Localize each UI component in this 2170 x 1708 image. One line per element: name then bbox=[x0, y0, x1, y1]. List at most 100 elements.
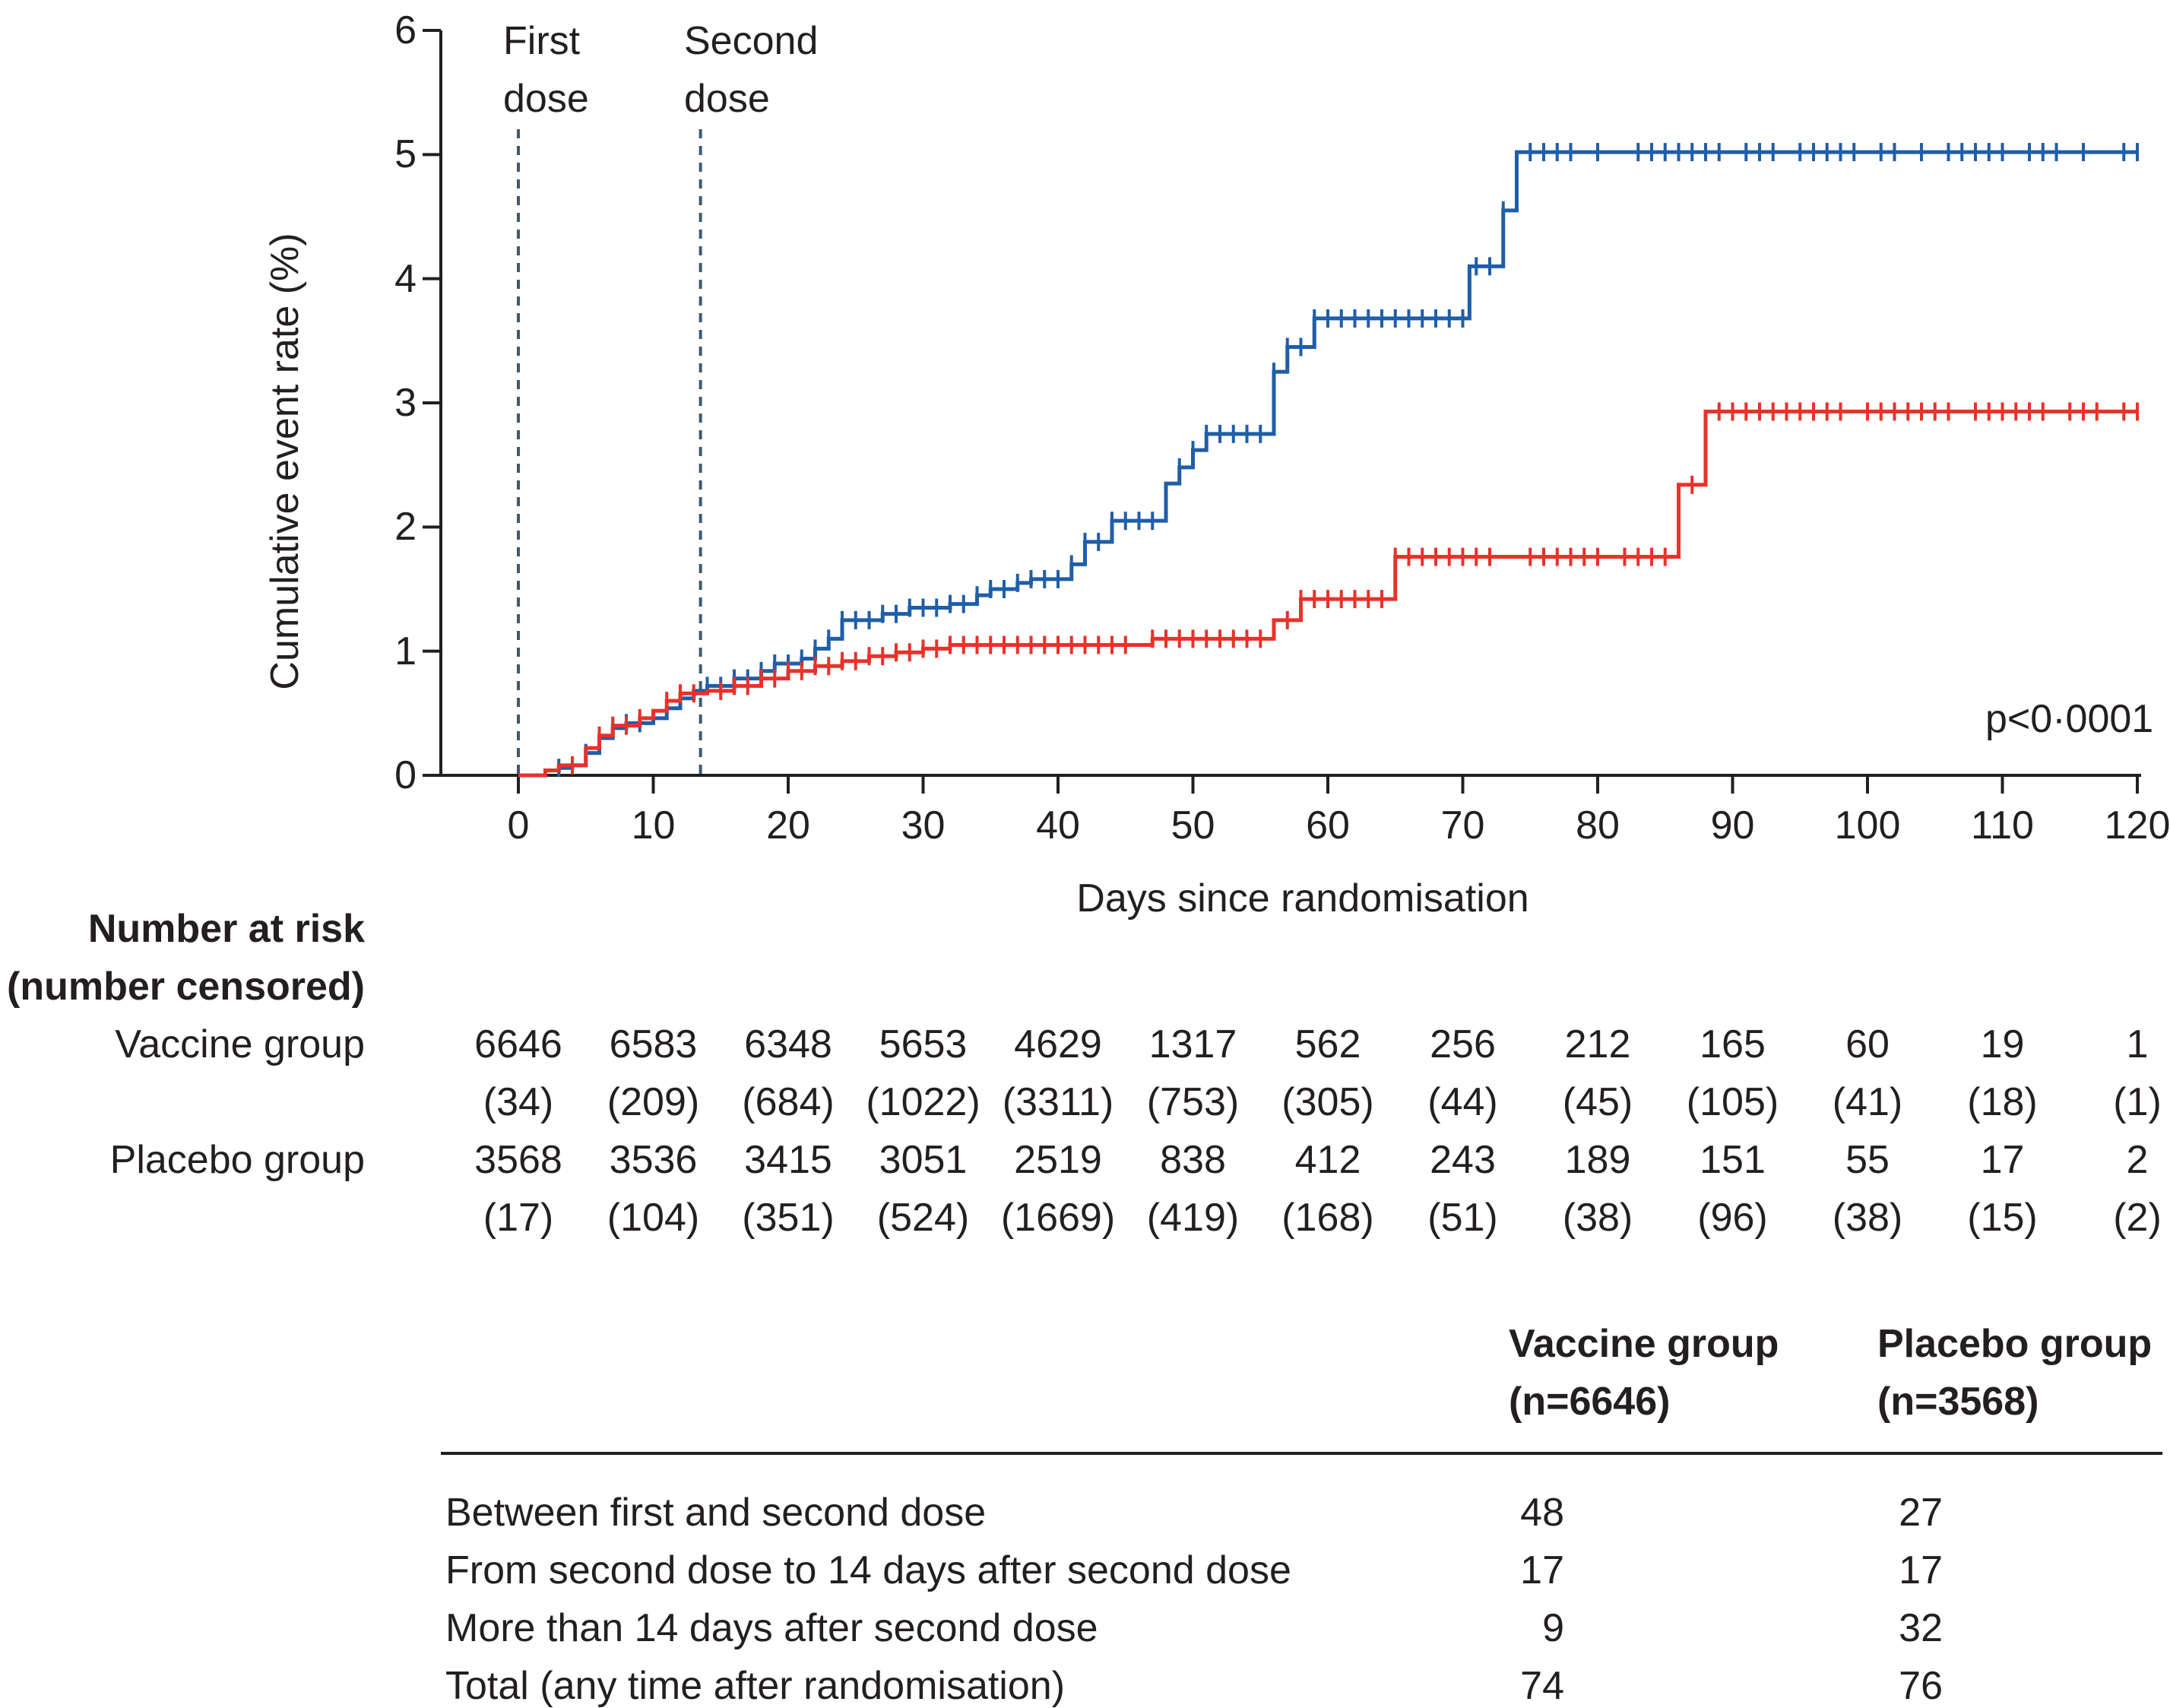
vaccine-censored-value: (3311) bbox=[1002, 1080, 1114, 1124]
x-tick-label: 90 bbox=[1710, 803, 1755, 848]
placebo-censored-value: (17) bbox=[483, 1196, 554, 1240]
p-value: p<0·0001 bbox=[1985, 697, 2154, 741]
placebo-censored-value: (2) bbox=[2113, 1196, 2162, 1240]
x-tick-label: 50 bbox=[1171, 803, 1215, 848]
vaccine-censored-value: (18) bbox=[1967, 1080, 2038, 1124]
first-dose-label-2: dose bbox=[503, 77, 589, 121]
y-axis-title: Cumulative event rate (%) bbox=[263, 233, 307, 690]
placebo-risk-value: 2 bbox=[2126, 1138, 2149, 1182]
placebo-risk-value: 3536 bbox=[609, 1138, 698, 1182]
y-tick-label: 1 bbox=[394, 629, 417, 673]
placebo-censored-value: (351) bbox=[742, 1196, 835, 1240]
dose-lines bbox=[517, 129, 702, 775]
vaccine-censored-value: (1) bbox=[2113, 1080, 2162, 1124]
placebo-censored-value: (51) bbox=[1427, 1196, 1498, 1240]
x-tick-label: 10 bbox=[631, 803, 676, 848]
x-tick-label: 80 bbox=[1576, 803, 1620, 848]
summary-row-label: More than 14 days after second dose bbox=[445, 1606, 1098, 1650]
placebo-censored-value: (524) bbox=[876, 1196, 970, 1240]
vaccine-risk-value: 6583 bbox=[609, 1022, 698, 1066]
summary-row-label: Between first and second dose bbox=[445, 1491, 987, 1535]
vaccine-risk-value: 5653 bbox=[879, 1022, 968, 1066]
placebo-risk-value: 55 bbox=[1845, 1138, 1890, 1182]
vaccine-censored-value: (45) bbox=[1562, 1080, 1633, 1124]
placebo-censored-value: (38) bbox=[1562, 1196, 1633, 1240]
placebo-risk-value: 17 bbox=[1980, 1138, 2025, 1182]
placebo-risk-value: 838 bbox=[1160, 1138, 1226, 1182]
x-tick-label: 30 bbox=[901, 803, 946, 848]
placebo-censored-value: (15) bbox=[1967, 1196, 2038, 1240]
vaccine-risk-value: 1317 bbox=[1148, 1022, 1237, 1066]
placebo-risk-value: 151 bbox=[1700, 1138, 1766, 1182]
vaccine-risk-value: 4629 bbox=[1014, 1022, 1102, 1066]
summary-col-vaccine-1: Vaccine group bbox=[1509, 1322, 1779, 1366]
placebo-censored-value: (38) bbox=[1832, 1196, 1903, 1240]
summary-col-placebo-1: Placebo group bbox=[1877, 1322, 2153, 1366]
vaccine-risk-value: 212 bbox=[1564, 1022, 1631, 1066]
vaccine-risk-value: 165 bbox=[1700, 1022, 1766, 1066]
risk-placebo-label: Placebo group bbox=[109, 1138, 365, 1182]
vaccine-censored-value: (1022) bbox=[866, 1080, 980, 1124]
vaccine-censored-value: (41) bbox=[1832, 1080, 1903, 1124]
summary-row-vaccine: 48 bbox=[1520, 1491, 1564, 1535]
first-dose-label-1: First bbox=[503, 19, 581, 63]
summary-row-placebo: 17 bbox=[1899, 1548, 1943, 1592]
placebo-censored-value: (168) bbox=[1281, 1196, 1374, 1240]
placebo-risk-value: 189 bbox=[1564, 1138, 1631, 1182]
x-tick-label: 70 bbox=[1440, 803, 1485, 848]
vaccine-censored-value: (753) bbox=[1146, 1080, 1240, 1124]
risk-vaccine-label: Vaccine group bbox=[115, 1022, 365, 1066]
vaccine-risk-value: 6348 bbox=[744, 1022, 832, 1066]
placebo-risk-value: 412 bbox=[1294, 1138, 1361, 1182]
y-tick-label: 6 bbox=[394, 8, 417, 52]
vaccine-risk-value: 1 bbox=[2126, 1022, 2149, 1066]
placebo-risk-value: 243 bbox=[1430, 1138, 1496, 1182]
summary-row-vaccine: 9 bbox=[1542, 1606, 1564, 1650]
y-tick-label: 0 bbox=[394, 753, 417, 797]
summary-row-placebo: 32 bbox=[1899, 1606, 1943, 1650]
x-tick-label: 20 bbox=[766, 803, 810, 848]
second-dose-label-1: Second bbox=[684, 19, 819, 63]
vaccine-censored-value: (105) bbox=[1686, 1080, 1779, 1124]
summary-col-placebo-2: (n=3568) bbox=[1877, 1380, 2039, 1424]
summary-row-label: Total (any time after randomisation) bbox=[445, 1664, 1066, 1708]
vaccine-censored-value: (44) bbox=[1427, 1080, 1498, 1124]
placebo-risk-value: 3051 bbox=[879, 1138, 968, 1182]
vaccine-censored-value: (34) bbox=[483, 1080, 554, 1124]
summary-row-placebo: 76 bbox=[1899, 1664, 1943, 1708]
y-tick-label: 2 bbox=[394, 505, 417, 550]
placebo-censored-value: (419) bbox=[1146, 1196, 1240, 1240]
vaccine-risk-value: 562 bbox=[1294, 1022, 1361, 1066]
x-tick-label: 0 bbox=[507, 803, 530, 848]
x-axis-title: Days since randomisation bbox=[1076, 876, 1529, 921]
x-tick-label: 60 bbox=[1306, 803, 1350, 848]
second-dose-label-2: dose bbox=[684, 77, 770, 121]
axes bbox=[423, 29, 2141, 794]
placebo-censored-value: (1669) bbox=[1000, 1196, 1116, 1240]
vaccine-risk-value: 60 bbox=[1845, 1022, 1890, 1066]
vaccine-censored-value: (684) bbox=[742, 1080, 835, 1124]
y-tick-label: 5 bbox=[394, 132, 417, 177]
placebo-censored-value: (96) bbox=[1697, 1196, 1768, 1240]
vaccine-risk-value: 19 bbox=[1980, 1022, 2025, 1066]
x-tick-label: 100 bbox=[1834, 803, 1901, 848]
placebo-risk-value: 3415 bbox=[744, 1138, 832, 1182]
placebo-risk-value: 3568 bbox=[474, 1138, 562, 1182]
summary-row-placebo: 27 bbox=[1899, 1491, 1943, 1535]
summary-row-vaccine: 17 bbox=[1520, 1548, 1564, 1592]
summary-row-vaccine: 74 bbox=[1520, 1664, 1564, 1708]
vaccine-risk-value: 6646 bbox=[474, 1022, 562, 1066]
y-tick-label: 3 bbox=[394, 381, 417, 425]
vaccine-censored-value: (305) bbox=[1281, 1080, 1374, 1124]
summary-row-label: From second dose to 14 days after second… bbox=[445, 1548, 1291, 1592]
vaccine-censored-value: (209) bbox=[607, 1080, 700, 1124]
risk-title-1: Number at risk bbox=[87, 907, 365, 951]
vaccine-risk-value: 256 bbox=[1430, 1022, 1496, 1066]
km-series bbox=[518, 143, 2139, 778]
x-tick-label: 120 bbox=[2104, 803, 2170, 848]
x-tick-label: 40 bbox=[1036, 803, 1080, 848]
x-tick-label: 110 bbox=[1971, 803, 2034, 848]
placebo-risk-value: 2519 bbox=[1014, 1138, 1102, 1182]
summary-col-vaccine-2: (n=6646) bbox=[1509, 1380, 1671, 1424]
